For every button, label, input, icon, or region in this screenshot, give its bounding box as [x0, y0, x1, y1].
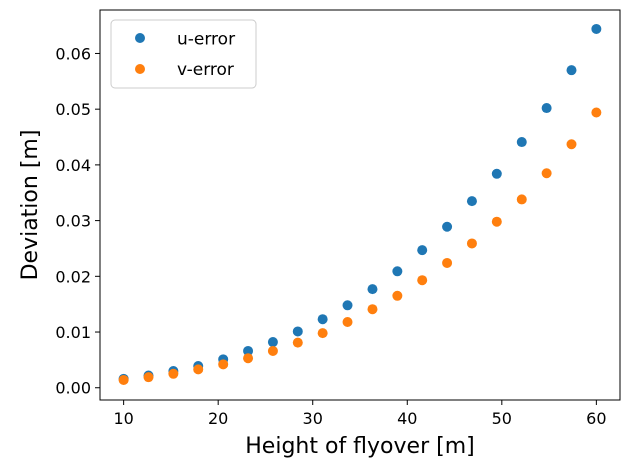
y-tick-label-5: 0.05 — [55, 100, 91, 119]
x-tick-label-5: 60 — [586, 409, 606, 428]
point-u-error-15 — [491, 168, 502, 179]
point-u-error-10 — [367, 284, 378, 295]
point-u-error-7 — [292, 326, 303, 337]
x-tick-label-0: 10 — [113, 409, 133, 428]
x-tick-label-4: 50 — [492, 409, 512, 428]
point-v-error-16 — [516, 194, 527, 205]
point-v-error-13 — [442, 257, 453, 268]
y-tick-label-0: 0.00 — [55, 379, 91, 398]
y-axis-label: Deviation [m] — [18, 130, 43, 281]
point-u-error-5 — [243, 345, 254, 356]
legend-label-v-error: v-error — [177, 60, 234, 80]
point-u-error-8 — [317, 314, 328, 325]
y-tick-label-3: 0.03 — [55, 212, 91, 231]
point-v-error-14 — [466, 238, 477, 249]
point-u-error-19 — [591, 23, 602, 34]
x-tick-label-3: 40 — [397, 409, 417, 428]
point-v-error-4 — [218, 359, 229, 370]
point-v-error-12 — [417, 275, 428, 286]
x-tick-label-2: 30 — [303, 409, 323, 428]
point-u-error-14 — [466, 196, 477, 207]
legend-label-u-error: u-error — [177, 30, 235, 50]
y-tick-label-1: 0.01 — [55, 323, 91, 342]
plot-area — [99, 9, 621, 401]
x-tick-label-1: 20 — [208, 409, 228, 428]
point-v-error-9 — [342, 317, 353, 327]
point-u-error-9 — [342, 300, 353, 311]
point-v-error-19 — [591, 107, 602, 118]
x-axis-label: Height of flyover [m] — [245, 434, 474, 459]
legend-box — [110, 19, 257, 89]
point-u-error-17 — [541, 103, 552, 114]
point-v-error-6 — [267, 345, 278, 356]
point-u-error-18 — [566, 65, 577, 76]
point-u-error-13 — [442, 221, 453, 232]
point-v-error-18 — [566, 139, 577, 150]
legend: u-error v-error — [110, 19, 257, 89]
point-v-error-3 — [193, 364, 204, 375]
point-v-error-2 — [168, 368, 179, 379]
point-v-error-7 — [292, 337, 303, 348]
point-v-error-10 — [367, 304, 378, 315]
y-axis: 0.00 0.01 0.02 0.03 0.04 0.05 0.06 — [55, 44, 100, 398]
point-u-error-11 — [392, 266, 403, 277]
point-v-error-5 — [243, 353, 254, 364]
point-u-error-6 — [267, 337, 278, 348]
point-u-error-12 — [417, 245, 428, 256]
legend-marker-u-error — [135, 33, 145, 43]
data-points — [118, 23, 602, 385]
y-tick-label-2: 0.02 — [55, 267, 91, 286]
point-v-error-17 — [541, 168, 552, 179]
y-tick-label-6: 0.06 — [55, 44, 91, 63]
point-v-error-8 — [317, 328, 328, 339]
point-v-error-11 — [392, 290, 403, 301]
point-u-error-16 — [516, 137, 527, 148]
point-v-error-1 — [143, 372, 154, 383]
x-axis: 10 20 30 40 50 60 — [113, 400, 607, 428]
point-v-error-15 — [491, 216, 502, 227]
point-v-error-0 — [118, 374, 129, 385]
y-tick-label-4: 0.04 — [55, 156, 91, 175]
legend-marker-v-error — [135, 64, 145, 74]
